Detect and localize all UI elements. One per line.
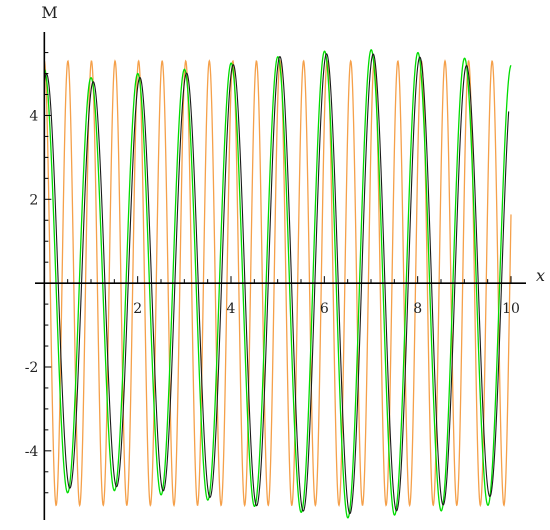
- x-tick-label: 8: [413, 301, 422, 317]
- x-tick-label: 10: [502, 301, 520, 317]
- y-tick-label: 4: [29, 108, 38, 124]
- y-tick-label: -4: [25, 444, 39, 460]
- x-axis-label: x: [536, 266, 545, 285]
- series-layer: [43, 49, 512, 519]
- x-tick-label: 2: [133, 301, 142, 317]
- series-line-1: [43, 59, 512, 508]
- x-tick-label: 6: [320, 301, 329, 317]
- y-axis-label: M: [41, 3, 57, 22]
- y-tick-label: -2: [25, 360, 39, 376]
- y-tick-label: 2: [29, 192, 38, 208]
- tick-layer: 2 4 6 8 10 -4 -2 2 4: [25, 52, 520, 494]
- series-line-2: [43, 49, 512, 519]
- series-line-3: [43, 53, 510, 515]
- x-tick-label: 4: [227, 301, 236, 317]
